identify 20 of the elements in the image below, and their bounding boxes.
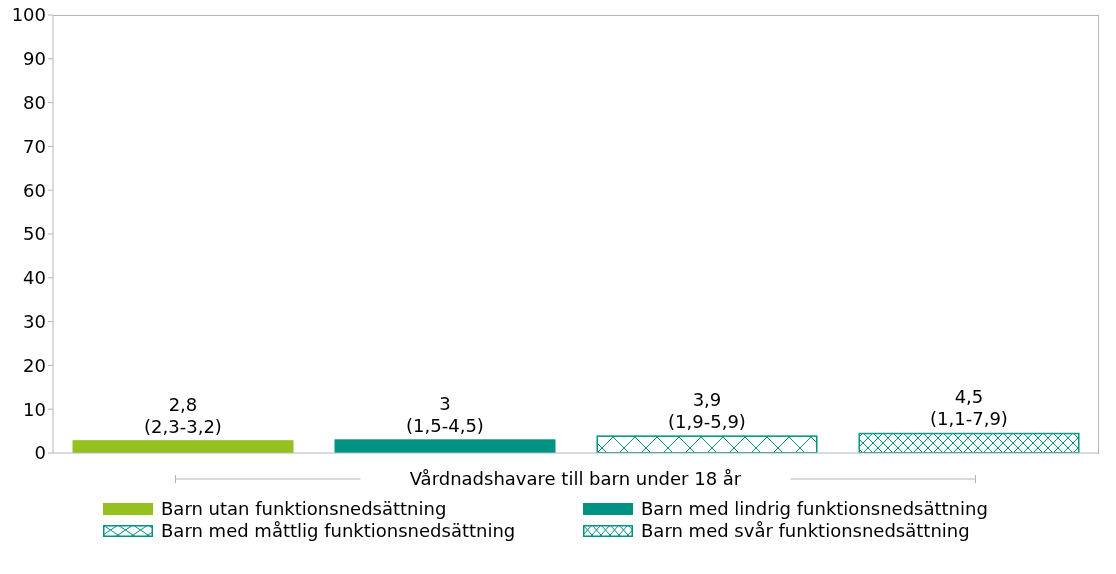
legend-label: Barn utan funktionsnedsättning xyxy=(161,498,447,520)
y-tick-label: 90 xyxy=(23,48,46,70)
y-tick-label: 100 xyxy=(11,4,46,26)
legend-label: Barn med måttlig funktionsnedsättning xyxy=(161,520,516,542)
data-label: 4,5 (1,1-7,9) xyxy=(930,386,1008,430)
legend-label: Barn med lindrig funktionsnedsättning xyxy=(641,498,988,520)
y-tick-label: 80 xyxy=(23,91,46,113)
data-label: 3,9 (1,9-5,9) xyxy=(668,388,746,432)
y-tick-label: 30 xyxy=(23,310,46,332)
x-tick-label: Vårdnadshavare till barn under 18 år xyxy=(409,468,742,489)
y-tick-label: 0 xyxy=(34,442,46,464)
y-tick-label: 70 xyxy=(23,135,46,157)
data-label: 3 (1,5-4,5) xyxy=(406,392,484,436)
y-tick-label: 60 xyxy=(23,179,46,201)
y-tick-label: 10 xyxy=(23,398,46,420)
y-tick-label: 50 xyxy=(23,223,46,245)
y-tick-label: 20 xyxy=(23,354,46,376)
legend-label: Barn med svår funktionsnedsättning xyxy=(641,520,970,542)
y-tick-label: 40 xyxy=(23,267,46,289)
data-label: 2,8 (2,3-3,2) xyxy=(144,393,222,437)
